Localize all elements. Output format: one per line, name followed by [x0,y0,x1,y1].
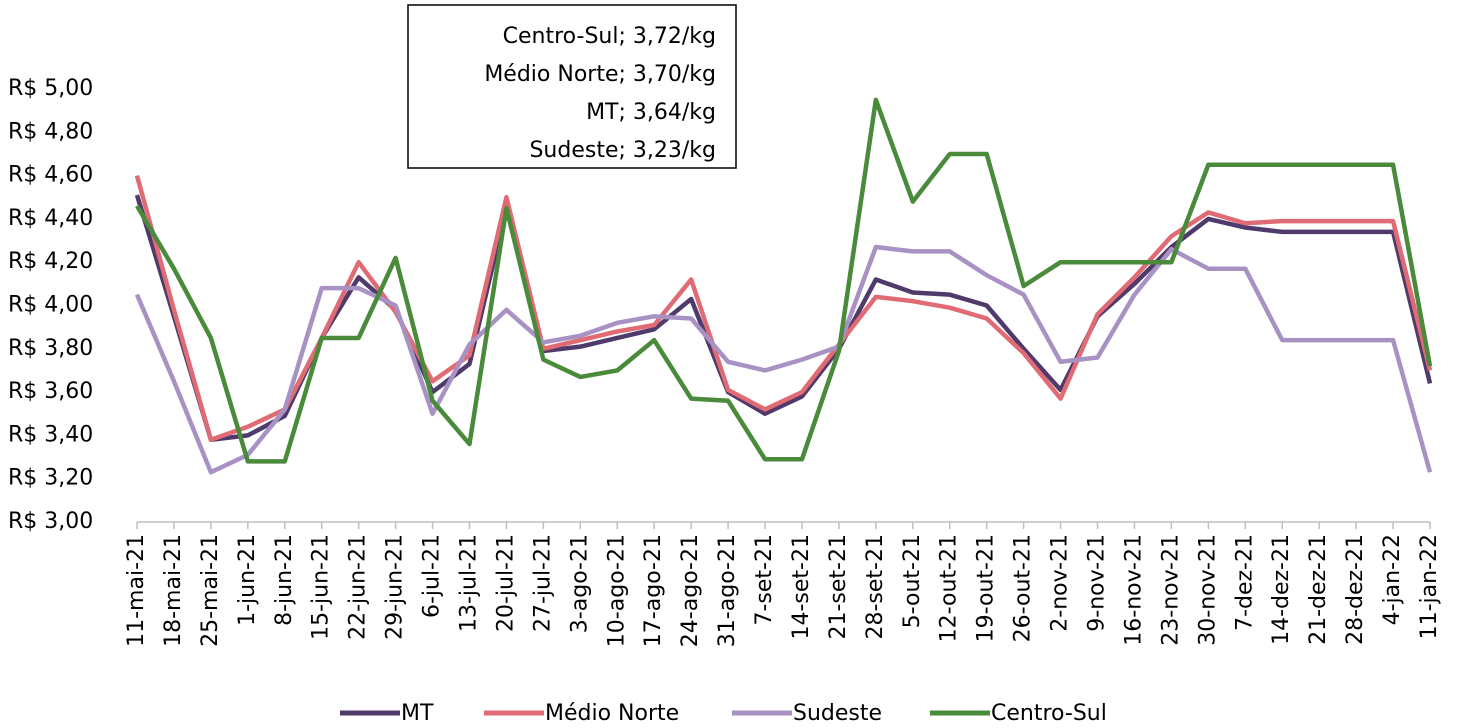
x-tick-label: 15-jun-21 [309,534,334,640]
x-tick-label: 27-jul-21 [530,534,555,632]
y-tick-label: R$ 3,00 [8,509,93,534]
x-tick-label: 17-ago-21 [641,534,666,647]
legend-label: MT [401,701,434,726]
x-tick-label: 11-mai-21 [124,534,149,647]
y-tick-label: R$ 4,60 [8,163,93,188]
annotation: Sudeste; 3,23/kg [529,138,716,163]
x-tick-label: 11-jan-22 [1417,534,1442,639]
x-tick-label: 31-ago-21 [715,534,740,647]
y-tick-label: R$ 3,40 [8,422,93,447]
x-tick-label: 7-set-21 [752,534,777,626]
x-tick-label: 10-ago-21 [604,534,629,647]
x-tick-label: 12-out-21 [937,534,962,642]
annotation: Centro-Sul; 3,72/kg [503,24,716,49]
y-tick-label: R$ 4,40 [8,206,93,231]
y-tick-label: R$ 4,00 [8,293,93,318]
x-tick-label: 19-out-21 [974,534,999,642]
y-tick-label: R$ 4,80 [8,119,93,144]
x-tick-label: 8-jun-21 [272,534,297,626]
series-line [134,244,1433,475]
x-tick-label: 29-jun-21 [383,534,408,640]
legend-label: Médio Norte [545,701,679,726]
x-tick-label: 20-jul-21 [493,534,518,632]
legend-label: Sudeste [793,701,882,726]
x-tick-label: 22-jun-21 [346,534,371,640]
x-tick-label: 25-mai-21 [198,534,223,647]
x-tick-label: 24-ago-21 [678,534,703,647]
y-tick-label: R$ 4,20 [8,249,93,274]
annotation: MT; 3,64/kg [586,100,716,125]
x-tick-label: 28-set-21 [863,534,888,640]
x-tick-label: 16-nov-21 [1121,534,1146,646]
x-tick-label: 14-set-21 [789,534,814,640]
x-tick-label: 18-mai-21 [161,534,186,647]
x-tick-label: 5-out-21 [900,534,925,628]
x-tick-label: 6-jul-21 [420,534,445,618]
x-tick-label: 21-set-21 [826,534,851,640]
x-tick-label: 26-out-21 [1011,534,1036,642]
x-tick-label: 7-dez-21 [1232,534,1257,631]
legend-label: Centro-Sul [991,701,1107,726]
series-line [134,175,1433,442]
annotation: Médio Norte; 3,70/kg [484,62,716,87]
annotation-box [407,4,737,169]
y-tick-label: R$ 5,00 [8,76,93,101]
x-tick-label: 23-nov-21 [1158,534,1183,646]
x-tick-label: 4-jan-22 [1380,534,1405,625]
y-tick-label: R$ 3,20 [8,466,93,491]
x-tick-label: 30-nov-21 [1195,534,1220,646]
x-tick-label: 3-ago-21 [567,534,592,633]
y-tick-label: R$ 3,60 [8,379,93,404]
x-tick-label: 28-dez-21 [1343,534,1368,645]
x-tick-label: 9-nov-21 [1085,534,1110,632]
x-tick-label: 14-dez-21 [1269,534,1294,645]
x-tick-label: 2-nov-21 [1048,534,1073,632]
x-tick-label: 13-jul-21 [456,534,481,632]
x-tick-label: 1-jun-21 [235,534,260,626]
series-line [135,97,1433,464]
x-tick-label: 21-dez-21 [1306,534,1331,645]
y-tick-label: R$ 3,80 [8,336,93,361]
